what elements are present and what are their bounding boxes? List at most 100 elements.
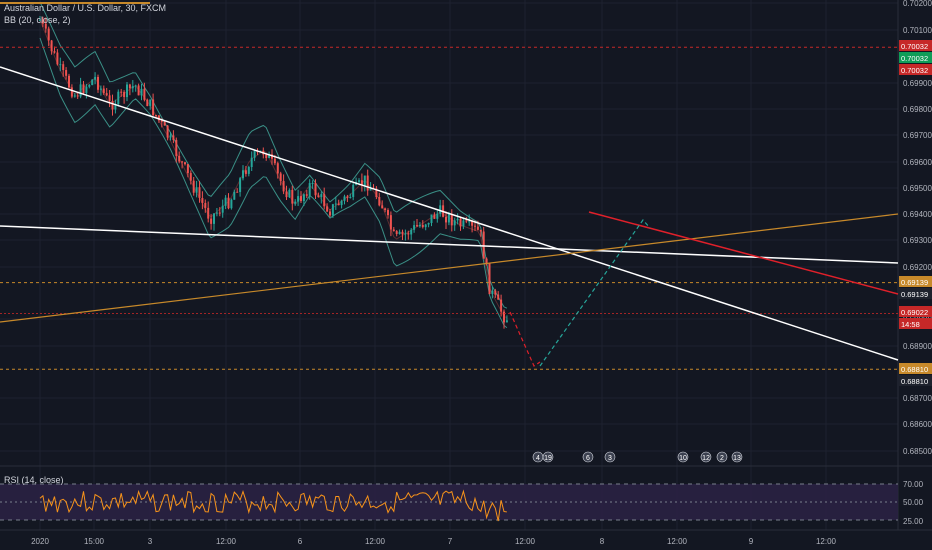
candle-body [236,191,239,193]
candle-body [210,218,213,224]
candle-body [340,200,343,206]
price-tick: 0.69200 [903,263,932,272]
bb-legend[interactable]: BB (20, close, 2) [4,15,71,25]
candle-body [271,154,273,159]
candle-body [195,187,198,193]
candle-body [326,206,329,212]
candle-body [85,86,88,94]
price-tag-label: 0.69022 [901,308,928,317]
candle-body [378,197,381,206]
price-tick: 0.68600 [903,420,932,429]
candle-body [207,207,210,219]
trendline-red [588,211,899,295]
candle-body [392,229,395,232]
candle-body [230,199,233,209]
candle-body [172,135,175,140]
candle-body [134,85,137,87]
candle-body [491,290,494,295]
candle-body [485,258,488,264]
candle-body [500,299,503,312]
candle-body [494,290,497,295]
candle-body [294,201,297,204]
candle-body [387,210,389,216]
candle-body [465,220,468,222]
symbol-legend[interactable]: Australian Dollar / U.S. Dollar, 30, FXC… [4,3,167,13]
candle-body [178,155,181,162]
candle-body [47,28,50,41]
event-badge [582,451,594,463]
candle-body [140,88,143,96]
price-tag [899,288,932,299]
candle-body [175,139,178,156]
candle-body [482,231,485,259]
projection-down [509,311,541,367]
candle-body [213,213,215,224]
candle-body [302,194,305,202]
candle-body [126,84,128,98]
price-tag-label: 0.68810 [901,377,928,386]
event-badges[interactable]: 4 19 6 3 10 12 2 13 [532,451,743,463]
candle-body [97,76,99,90]
time-axis[interactable]: 2020 15:00 3 12:00 6 12:00 7 12:00 8 12:00 9 12:00 [31,537,836,546]
candle-body [407,233,410,235]
price-tick: 0.69800 [903,105,932,114]
candle-body [218,212,221,214]
candle-body [102,88,105,94]
candle-body [418,225,421,227]
price-tick: 0.69600 [903,158,932,167]
price-tag-label: 0.68810 [901,365,928,374]
candle-body [358,180,360,182]
candle-body [343,196,346,201]
candle-body [479,229,482,232]
rsi-tick: 50.00 [903,498,924,507]
candle-body [114,104,117,110]
candle-body [468,221,471,223]
candle-body [279,173,282,182]
candle-body [450,213,453,226]
price-tag-label: 0.70032 [901,42,928,51]
event-badge [604,451,616,463]
candle-body [331,204,334,216]
candle-body [204,202,207,208]
candle-body [198,187,201,199]
rsi-pane: 70.00 50.00 25.00 [0,480,924,526]
price-tag-label: 0.69139 [901,290,928,299]
candle-body [334,203,337,205]
candle-body [410,229,413,235]
price-axis[interactable]: 0.70200 0.70100 0.69900 0.69800 0.69700 0.696… [899,0,932,456]
candle-body [242,170,244,179]
candle-body [436,213,439,219]
price-tick: 0.69400 [903,210,932,219]
bb-upper [39,1,508,309]
candle-body [300,196,302,202]
candle-body [68,75,70,88]
price-tick: 0.69500 [903,184,932,193]
candle-body [337,203,340,206]
candle-body [305,194,308,196]
time-tick: 12:00 [216,537,237,546]
event-badge-label: 6 [586,455,590,462]
event-badge [677,451,689,463]
candle-body [317,195,320,198]
time-tick: 2020 [31,537,49,546]
candle-body [352,184,355,197]
candle-body [250,157,253,168]
candle-body [329,211,331,216]
candle-body [91,79,94,85]
candle-body [65,70,68,76]
candle-body [50,40,53,52]
drawings[interactable] [0,2,899,370]
candle-body [265,154,268,159]
time-tick: 15:00 [84,537,105,546]
rsi-band [0,484,898,520]
grid [0,0,932,531]
candle-body [363,175,366,186]
candle-body [79,84,82,97]
candle-body [137,85,140,96]
candle-body [108,95,111,102]
candle-body [447,213,450,223]
price-tick: 0.69700 [903,131,932,140]
time-tick: 12:00 [515,537,536,546]
rsi-legend[interactable]: RSI (14, close) [4,475,64,485]
